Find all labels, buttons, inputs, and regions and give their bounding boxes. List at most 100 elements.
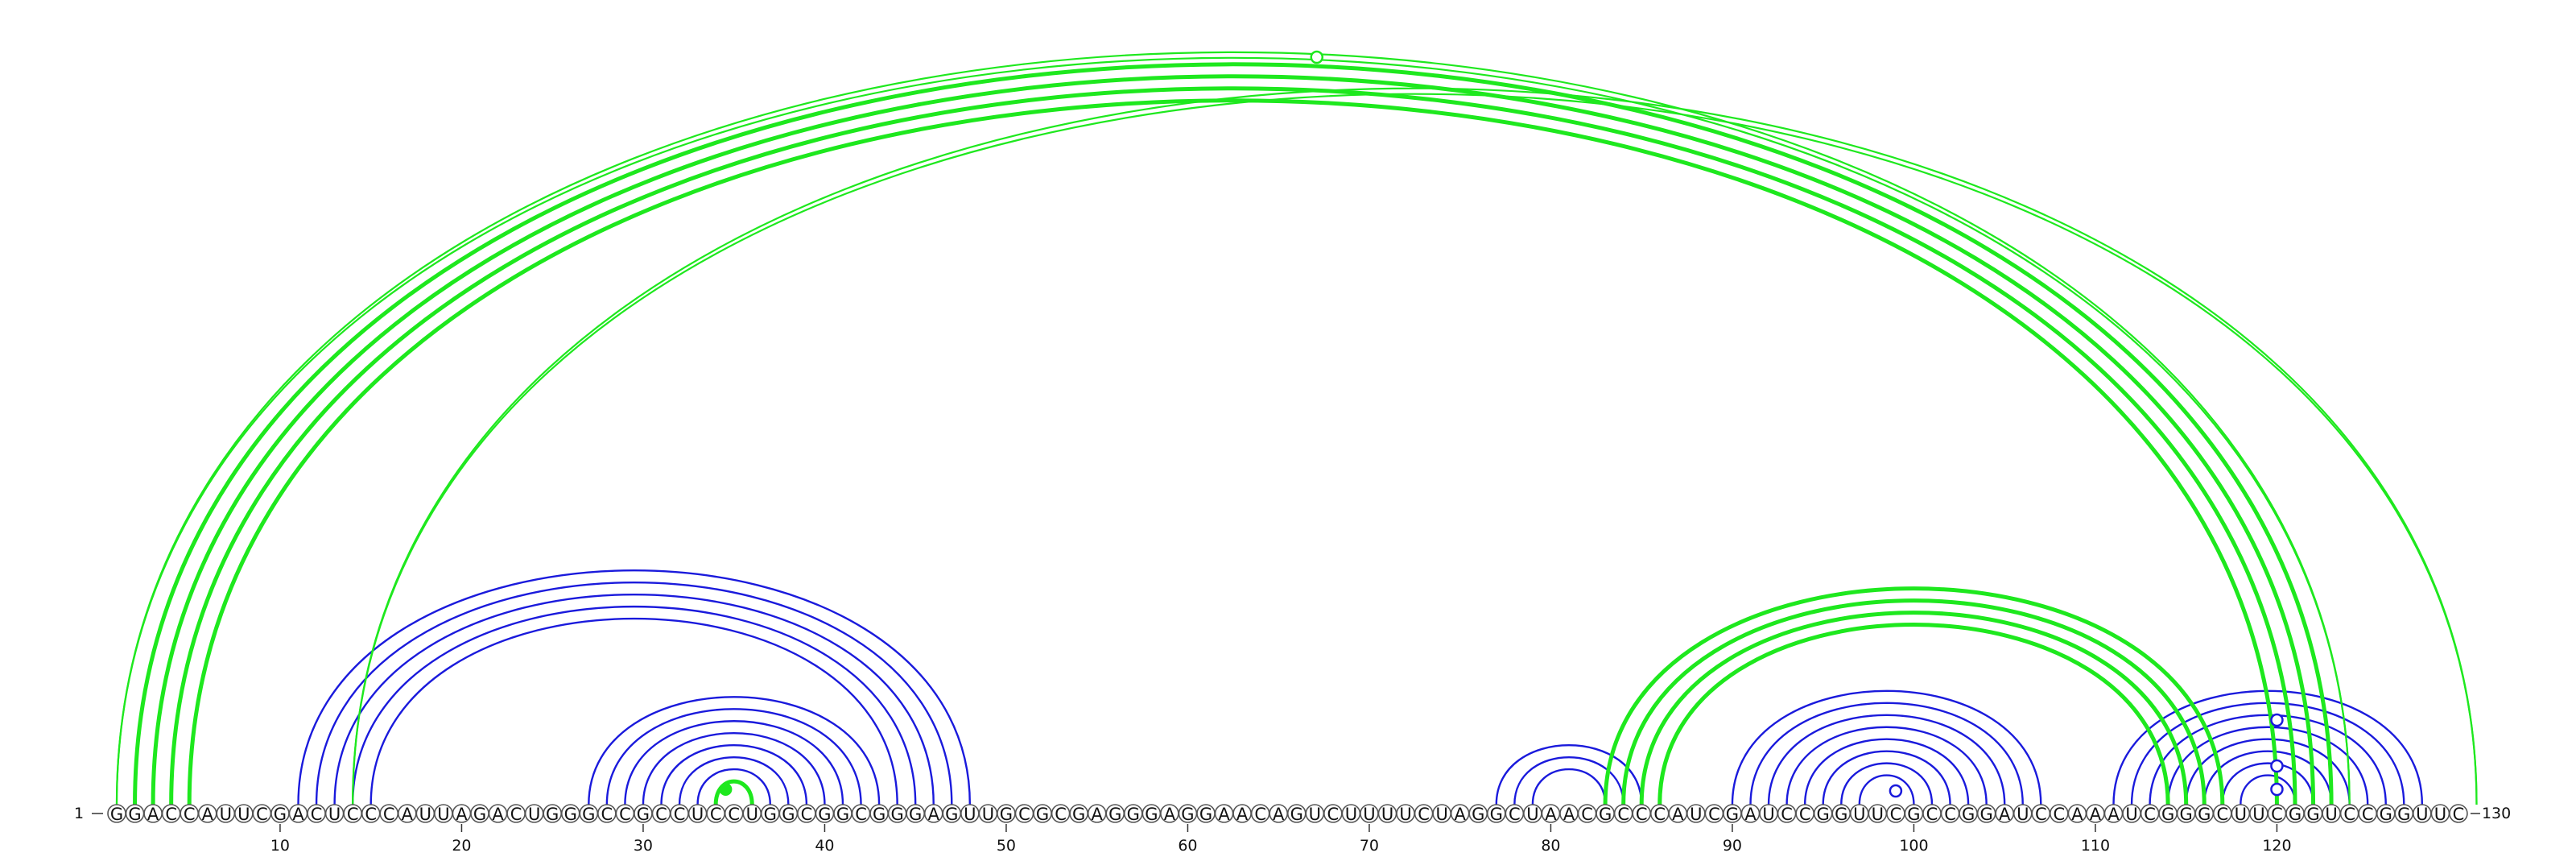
nucleotide-letter: C <box>365 805 377 824</box>
blue-pair-arc <box>369 617 898 805</box>
nucleotide: A <box>488 804 508 824</box>
nucleotide: G <box>833 804 852 824</box>
nucleotide-letter: G <box>1145 805 1158 824</box>
nucleotide-letter: C <box>347 805 359 824</box>
blue-pair-arc <box>642 732 826 805</box>
nucleotide: C <box>797 804 816 824</box>
blue-pair-arc <box>696 768 771 805</box>
nucleotide: C <box>615 804 635 824</box>
nucleotide-letter: G <box>2289 805 2301 824</box>
nucleotide-letter: A <box>492 805 504 824</box>
nucleotide: G <box>1904 804 1924 824</box>
nucleotide: A <box>197 804 217 824</box>
nucleotide-letter: C <box>1509 805 1521 824</box>
nucleotide: C <box>670 804 689 824</box>
nucleotide-letter: C <box>165 805 177 824</box>
nucleotide: A <box>923 804 943 824</box>
nucleotide-letter: U <box>746 805 758 824</box>
nucleotide-letter: U <box>419 805 431 824</box>
blue-pair-arc <box>2203 750 2333 805</box>
nucleotide-letter: A <box>147 805 159 824</box>
nucleotide-letter: G <box>945 805 958 824</box>
nucleotide-letter: U <box>1526 805 1538 824</box>
nucleotide: C <box>2031 804 2051 824</box>
nucleotide: U <box>1759 804 1778 824</box>
nucleotide: A <box>1214 804 1234 824</box>
nucleotide-letter: U <box>528 805 540 824</box>
axis-tick-label: 100 <box>1899 837 1928 855</box>
nucleotide: C <box>1014 804 1034 824</box>
nucleotide-letter: G <box>564 805 577 824</box>
nucleotide: G <box>1141 804 1162 824</box>
nucleotide: G <box>270 804 290 824</box>
nucleotide: A <box>1541 804 1561 824</box>
nucleotide: G <box>1069 804 1088 824</box>
green-pair-arc <box>1639 611 2189 805</box>
nucleotide-letter: U <box>1853 805 1865 824</box>
blue-pair-arc <box>2130 702 2405 805</box>
nucleotide-letter: C <box>2035 805 2047 824</box>
nucleotide-letter: A <box>402 805 414 824</box>
nucleotide: G <box>760 804 780 824</box>
nucleotide-letter: G <box>1199 805 1212 824</box>
green-filled-marker <box>719 783 733 796</box>
nucleotide-letter: A <box>1218 805 1230 824</box>
nucleotide-letter: G <box>873 805 886 824</box>
pair-markers <box>719 50 2284 798</box>
nucleotide: C <box>1051 804 1071 824</box>
nucleotide: C <box>2358 804 2377 824</box>
nucleotide: C <box>180 804 199 824</box>
nucleotide: A <box>2086 804 2105 824</box>
nucleotide-letter: U <box>237 805 250 824</box>
nucleotide-letter: A <box>928 805 940 824</box>
axis-tick-label: 80 <box>1541 837 1560 855</box>
axis-tick-label: 40 <box>815 837 834 855</box>
green-pair-arc <box>1657 623 2170 805</box>
nucleotide-letter: G <box>818 805 831 824</box>
nucleotide: C <box>1577 804 1597 824</box>
nucleotide: C <box>2050 804 2069 824</box>
nucleotide-letter: C <box>1636 805 1648 824</box>
nucleotide-letter: A <box>292 805 304 824</box>
blue-pair-arc <box>1531 768 1607 805</box>
nucleotide: C <box>597 804 617 824</box>
green-pair-arc <box>115 51 2351 805</box>
nucleotide-letter: C <box>801 805 813 824</box>
nucleotide-letter: G <box>1726 805 1739 824</box>
green-pair-arc <box>169 86 2297 805</box>
green-pair-arc <box>713 779 754 805</box>
nucleotide: C <box>2213 804 2232 824</box>
nucleotide: C <box>1940 804 1960 824</box>
blue-pair-arc <box>1513 756 1624 805</box>
nucleotide: C <box>2339 804 2359 824</box>
nucleotide-letter: C <box>655 805 667 824</box>
nucleotide: U <box>415 804 436 824</box>
blue-open-marker <box>2270 713 2284 727</box>
nucleotide-letter: G <box>1290 805 1303 824</box>
blue-pair-arc <box>2185 738 2351 805</box>
nucleotide-letter: C <box>1708 805 1720 824</box>
nucleotide-letter: G <box>637 805 650 824</box>
nucleotide-letter: G <box>1472 805 1484 824</box>
nucleotide: A <box>1087 804 1107 824</box>
nucleotide-letter: C <box>2054 805 2066 824</box>
nucleotide-letter: C <box>2144 805 2156 824</box>
nucleotide: U <box>978 804 998 824</box>
nucleotide-letter: C <box>674 805 686 824</box>
nucleotide-letter: G <box>274 805 287 824</box>
nucleotide-letter: U <box>2434 805 2446 824</box>
nucleotide: U <box>2122 804 2141 824</box>
nucleotide: G <box>1178 804 1198 824</box>
nucleotide-letter: U <box>220 805 232 824</box>
nucleotide-letter: U <box>1363 805 1375 824</box>
nucleotide-letter: G <box>891 805 904 824</box>
nucleotide: C <box>1795 804 1814 824</box>
blue-pair-arc <box>351 606 917 805</box>
nucleotide-letter: G <box>1108 805 1121 824</box>
green-pair-arcs <box>115 51 2478 805</box>
end-position-label: 130 <box>2482 805 2511 822</box>
nucleotide: G <box>1487 804 1506 824</box>
nucleotide: U <box>2249 804 2268 824</box>
green-pair-arc <box>187 98 2279 805</box>
nucleotide: U <box>742 804 762 824</box>
